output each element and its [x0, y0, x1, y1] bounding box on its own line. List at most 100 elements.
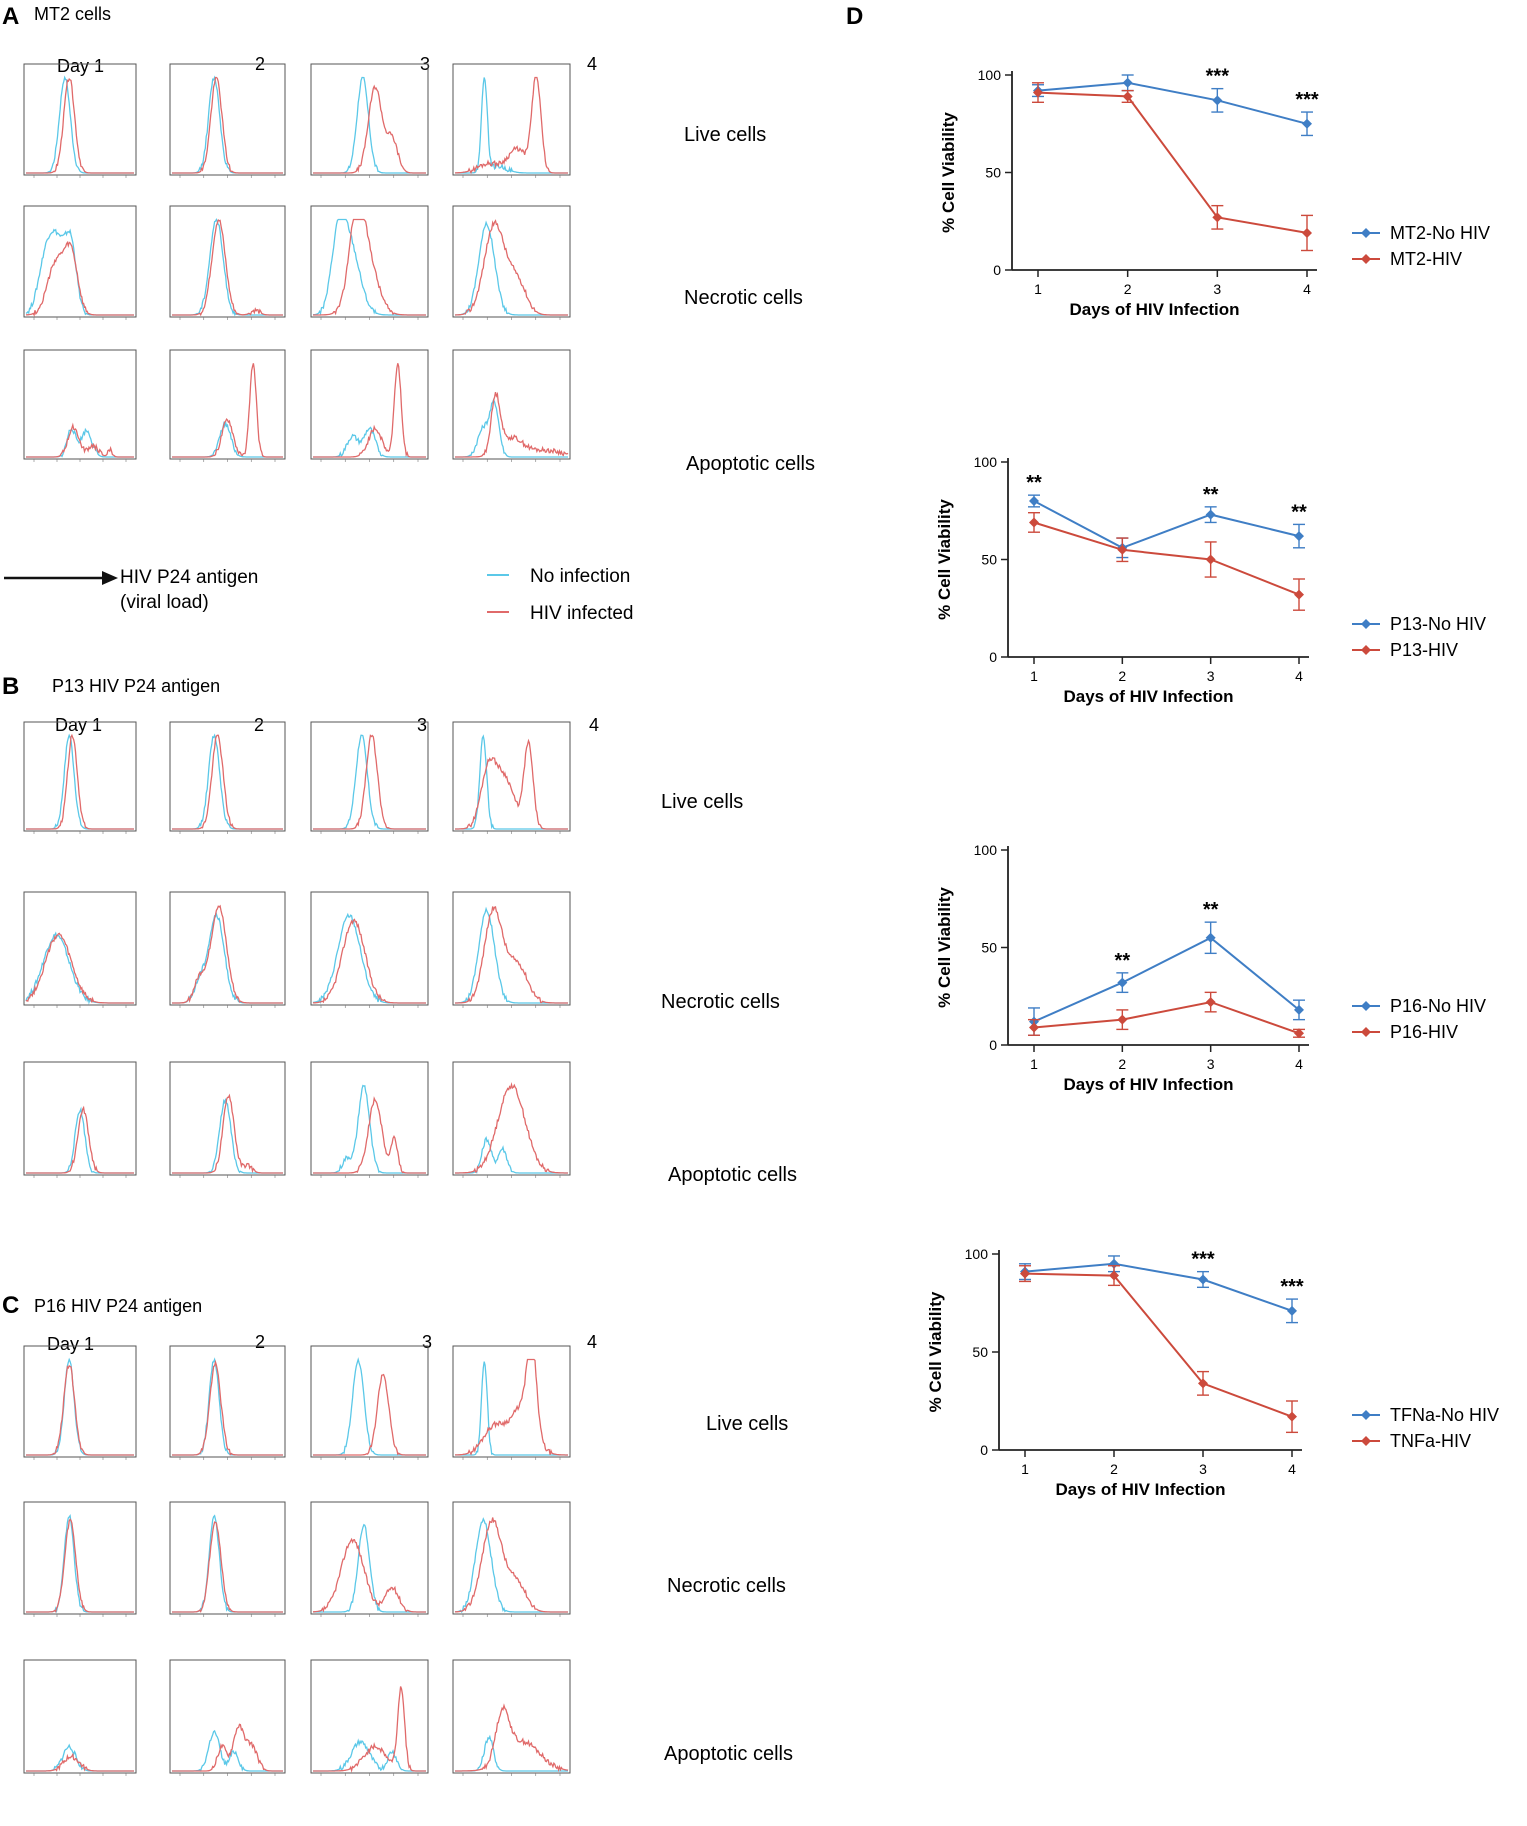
histogram-plot — [23, 1501, 137, 1617]
legend-label: MT2-No HIV — [1390, 223, 1490, 243]
histogram-plot — [452, 721, 571, 834]
day-label-a-4: 4 — [587, 54, 597, 74]
histogram-frame — [452, 1345, 571, 1458]
day-label-c-1: Day 1 — [47, 1334, 94, 1354]
histogram-hiv-curve — [172, 1359, 283, 1456]
viability-chart: 0 50 100 1 2 3 4 Days of HIV Infection % Cell Vi… — [926, 1246, 1499, 1499]
legend-label: TNFa-HIV — [1390, 1431, 1471, 1451]
legend-marker — [1361, 1027, 1371, 1037]
y-axis-title: % Cell Viability — [935, 499, 954, 620]
histogram-plot — [310, 891, 429, 1008]
histogram-frame — [169, 1061, 286, 1176]
histogram-plot — [169, 349, 286, 462]
histogram-plot — [310, 1659, 429, 1776]
significance-marker: *** — [1191, 1249, 1215, 1271]
histogram-hiv-curve — [455, 1082, 568, 1174]
histogram-plot — [310, 63, 429, 178]
y-tick-label: 100 — [965, 1246, 989, 1262]
day-label-b-2: 2 — [254, 715, 264, 735]
x-axis-title: Days of HIV Infection — [1063, 1075, 1233, 1094]
x-tick-label: 3 — [1207, 1056, 1215, 1072]
data-point — [1205, 932, 1216, 943]
legend-label: MT2-HIV — [1390, 249, 1462, 269]
histogram-frame — [452, 1061, 571, 1176]
significance-marker: ** — [1026, 472, 1042, 494]
histogram-no-infection-curve — [313, 1523, 426, 1613]
day-label-c-4: 4 — [587, 1332, 597, 1352]
histogram-no-infection-curve — [172, 217, 283, 317]
histogram-hiv-curve — [172, 1093, 283, 1174]
significance-marker: ** — [1203, 484, 1219, 506]
histogram-plot — [23, 205, 137, 320]
histogram-frame — [310, 205, 429, 318]
histogram-plot — [169, 1061, 286, 1178]
histogram-hiv-curve — [313, 363, 426, 458]
histogram-axis-label: HIV P24 antigen — [120, 567, 258, 588]
histogram-plot — [169, 891, 286, 1008]
histogram-no-infection-curve — [26, 1743, 134, 1772]
x-tick-label: 1 — [1034, 281, 1042, 297]
significance-marker: *** — [1295, 89, 1319, 111]
data-point — [1205, 997, 1216, 1008]
histogram-frame — [310, 891, 429, 1006]
series-no-hiv — [1032, 74, 1313, 137]
x-tick-label: 1 — [1030, 668, 1038, 684]
histogram-frame — [310, 1659, 429, 1774]
histogram-no-infection-curve — [313, 1357, 426, 1456]
histogram-plot — [23, 1345, 137, 1460]
histogram-no-infection-curve — [455, 1361, 568, 1456]
legend-label: TFNa-No HIV — [1390, 1405, 1499, 1425]
histogram-no-infection-curve — [26, 427, 134, 458]
histogram-no-infection-curve — [455, 1136, 568, 1174]
histogram-hiv-curve — [455, 1358, 568, 1456]
data-point — [1205, 554, 1216, 565]
histogram-hiv-curve — [26, 422, 134, 458]
x-tick-label: 2 — [1118, 1056, 1126, 1072]
x-axis-title: Days of HIV Infection — [1055, 1480, 1225, 1499]
viability-chart: 0 50 100 1 2 3 4 Days of HIV Infection % Cell Vi… — [935, 454, 1486, 706]
histogram-frame — [23, 205, 137, 318]
row-label-b-live: Live cells — [661, 791, 743, 813]
y-tick-label: 50 — [981, 940, 997, 956]
histogram-frame — [452, 1659, 571, 1774]
legend-label: P13-No HIV — [1390, 614, 1486, 634]
arrow-head-icon — [102, 571, 118, 585]
significance-marker: ** — [1291, 501, 1307, 523]
histogram-no-infection-curve — [455, 397, 568, 458]
histogram-no-infection-curve — [172, 733, 283, 830]
x-tick-label: 3 — [1213, 281, 1221, 297]
data-point — [1029, 1022, 1039, 1033]
histogram-hiv-curve — [313, 734, 426, 830]
histogram-frame — [23, 1345, 137, 1458]
histogram-hiv-curve — [172, 363, 283, 458]
histogram-plot — [169, 63, 286, 178]
data-point — [1122, 91, 1133, 102]
x-tick-label: 1 — [1021, 1461, 1029, 1477]
day-label-c-3: 3 — [422, 1332, 432, 1352]
histogram-hiv-curve — [313, 1537, 426, 1613]
histogram-no-infection-curve — [455, 220, 568, 316]
legend-label: P13-HIV — [1390, 640, 1458, 660]
histogram-axis-sublabel: (viral load) — [120, 592, 209, 613]
histogram-hiv-curve — [312, 918, 426, 1004]
panel-letter-c: C — [2, 1292, 19, 1319]
histogram-plot — [169, 205, 286, 320]
histogram-grid — [23, 63, 571, 1776]
x-axis-title: Days of HIV Infection — [1063, 687, 1233, 706]
histogram-frame — [452, 63, 571, 176]
histogram-frame — [452, 721, 571, 832]
data-point — [1302, 118, 1312, 129]
row-label-a-live: Live cells — [684, 124, 766, 146]
histogram-hiv-curve — [172, 1723, 283, 1772]
histogram-plot — [23, 1659, 137, 1776]
data-point — [1198, 1274, 1208, 1285]
legend-label: P16-HIV — [1390, 1022, 1458, 1042]
day-label-b-1: Day 1 — [55, 715, 102, 735]
x-tick-label: 3 — [1207, 668, 1215, 684]
row-label-c-apoptotic: Apoptotic cells — [664, 1743, 793, 1765]
legend-marker — [1361, 228, 1371, 238]
data-point — [1033, 87, 1043, 98]
day-label-a-1: Day 1 — [57, 56, 104, 76]
y-tick-label: 50 — [985, 165, 1001, 181]
